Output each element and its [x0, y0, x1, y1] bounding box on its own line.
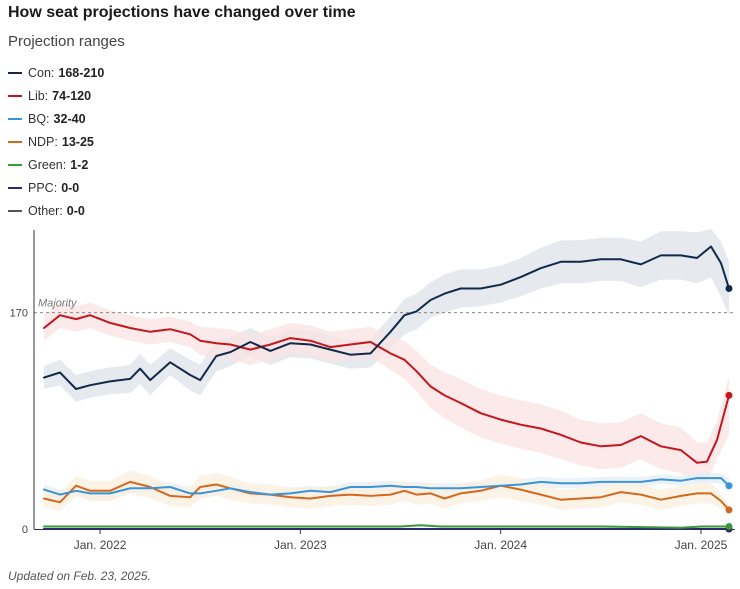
footer-note: Updated on Feb. 23, 2025. — [8, 569, 151, 583]
legend-swatch-ppc — [8, 186, 22, 189]
chart-subtitle: Projection ranges — [8, 33, 125, 50]
legend-item-bq: BQ: 32-40 — [8, 107, 104, 130]
x-tick-label: Jan. 2023 — [274, 538, 327, 552]
legend-swatch-other — [8, 209, 22, 212]
legend-item-lib: Lib: 74-120 — [8, 84, 104, 107]
line-ndp — [43, 480, 730, 511]
legend-range-bq: 32-40 — [53, 111, 86, 126]
legend-party-con: Con: — [28, 65, 55, 80]
legend-party-lib: Lib: — [28, 88, 49, 103]
endpoint-markers — [725, 285, 733, 533]
legend-party-bq: BQ: — [28, 111, 50, 126]
legend-range-lib: 74-120 — [52, 88, 92, 103]
x-tick-label: Jan. 2022 — [74, 538, 127, 552]
projection-lines — [43, 245, 730, 530]
legend-swatch-lib — [8, 94, 22, 97]
x-axis: Jan. 2022 Jan. 2023 Jan. 2024 Jan. 2025 — [34, 529, 735, 552]
legend-range-ppc: 0-0 — [61, 180, 80, 195]
legend-item-other: Other: 0-0 — [8, 199, 104, 222]
legend-item-ppc: PPC: 0-0 — [8, 176, 104, 199]
x-tick-label: Jan. 2025 — [675, 538, 728, 552]
band-ndp — [44, 470, 729, 515]
legend-party-ndp: NDP: — [28, 134, 58, 149]
legend-range-other: 0-0 — [66, 203, 85, 218]
chart-title: How seat projections have changed over t… — [8, 4, 356, 21]
legend-party-other: Other: — [28, 203, 63, 218]
legend-item-green: Green: 1-2 — [8, 153, 104, 176]
endpoint-con — [725, 285, 733, 293]
legend-party-green: Green: — [28, 157, 67, 172]
x-tick-label: Jan. 2024 — [474, 538, 527, 552]
legend-party-ppc: PPC: — [28, 180, 58, 195]
legend-swatch-con — [8, 71, 22, 74]
projection-bands — [44, 228, 729, 529]
endpoint-bq — [725, 482, 733, 490]
legend-range-green: 1-2 — [70, 157, 89, 172]
line-con — [43, 245, 730, 390]
y-axis: 0 170 — [10, 230, 35, 536]
majority-label: Majority — [38, 298, 78, 310]
endpoint-green — [725, 522, 733, 530]
legend-swatch-green — [8, 163, 22, 166]
endpoint-ndp — [725, 506, 733, 514]
legend-item-ndp: NDP: 13-25 — [8, 130, 104, 153]
legend-range-ndp: 13-25 — [61, 134, 94, 149]
y-tick-label: 170 — [10, 308, 28, 320]
legend-swatch-ndp — [8, 140, 22, 143]
legend: Con: 168-210 Lib: 74-120 BQ: 32-40 NDP: … — [8, 61, 104, 222]
endpoint-lib — [725, 391, 733, 399]
legend-range-con: 168-210 — [58, 65, 105, 80]
band-lib — [44, 302, 729, 484]
line-lib — [43, 314, 730, 464]
legend-item-con: Con: 168-210 — [8, 61, 104, 84]
line-bq — [43, 477, 730, 496]
line-green — [43, 524, 730, 529]
legend-swatch-bq — [8, 117, 22, 120]
y-tick-label: 0 — [22, 524, 28, 536]
